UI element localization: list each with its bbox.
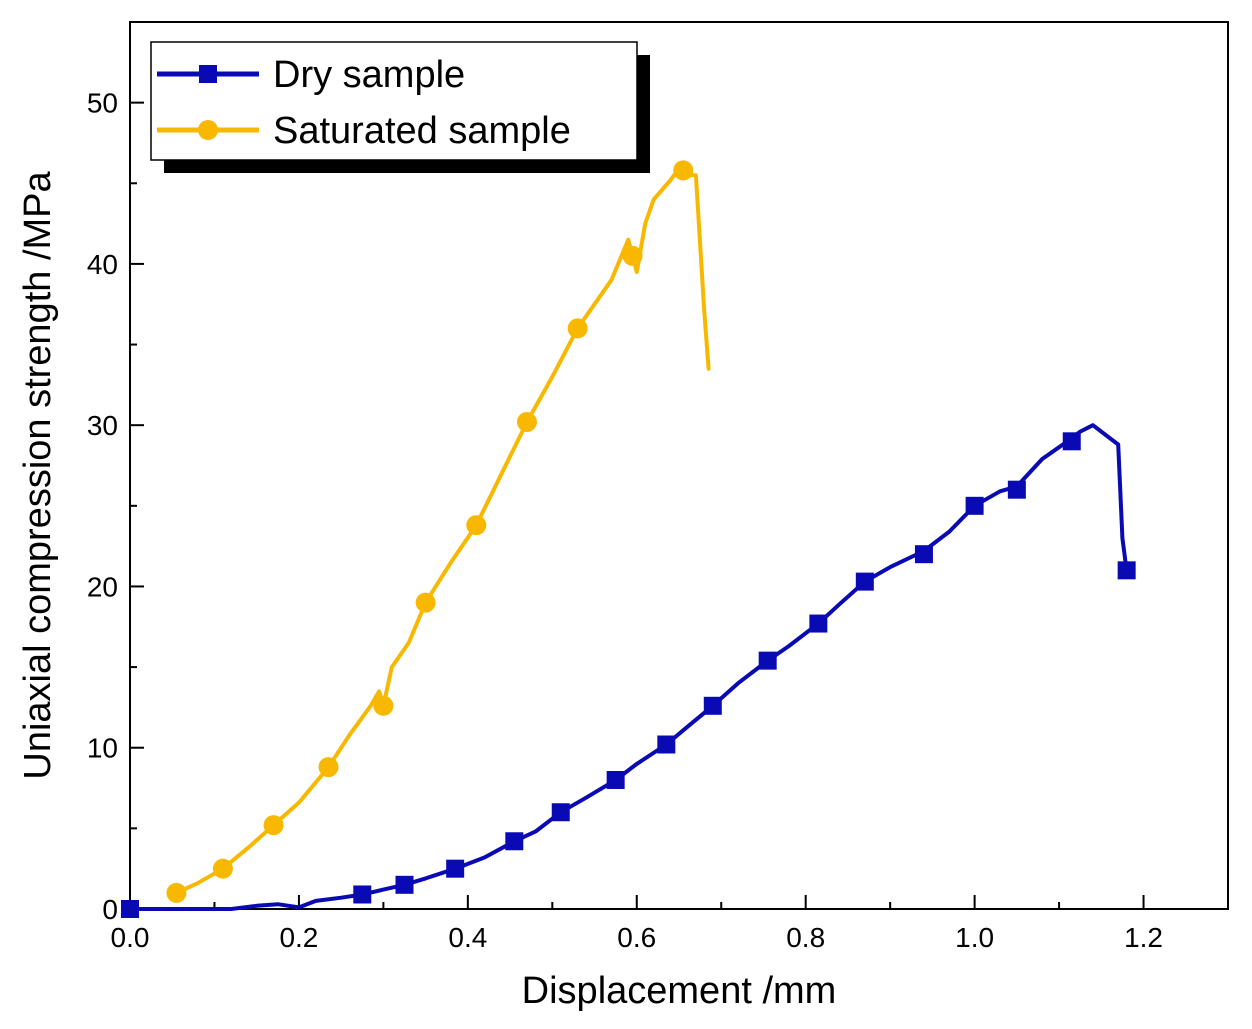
data-point-saturated xyxy=(318,757,339,778)
x-tick-label: 0.4 xyxy=(448,922,487,953)
legend: Dry sample Saturated sample xyxy=(150,41,650,173)
data-point-saturated xyxy=(373,695,394,716)
y-axis-title: Uniaxial compression strength /MPa xyxy=(17,171,59,780)
series-dry xyxy=(121,423,1136,918)
data-point-dry xyxy=(121,900,139,918)
x-axis-title: Displacement /mm xyxy=(522,970,837,1012)
data-point-saturated xyxy=(567,318,588,339)
series-saturated xyxy=(166,160,711,903)
data-point-saturated xyxy=(673,160,694,181)
data-point-saturated xyxy=(622,245,643,266)
series-layer xyxy=(121,160,1136,918)
data-point-dry xyxy=(606,770,625,789)
data-point-saturated xyxy=(466,515,487,536)
data-point-dry xyxy=(395,875,414,894)
series-line-saturated xyxy=(174,160,711,895)
data-point-dry xyxy=(353,885,372,904)
y-tick-label: 40 xyxy=(87,249,118,280)
data-point-dry xyxy=(446,859,465,878)
data-point-dry xyxy=(1117,561,1136,580)
series-line-dry xyxy=(128,423,1129,911)
x-tick-label: 1.2 xyxy=(1124,922,1163,953)
x-tick-label: 0.6 xyxy=(617,922,656,953)
y-tick-label: 20 xyxy=(87,571,118,602)
data-point-dry xyxy=(965,496,984,515)
plot-frame xyxy=(129,21,1229,910)
x-axis: 0.0 0.2 0.4 0.6 0.8 1.0 1.2 xyxy=(111,895,1163,953)
legend-label-dry: Dry sample xyxy=(273,54,465,96)
y-tick-label: 0 xyxy=(102,894,118,925)
y-tick-label: 50 xyxy=(87,88,118,119)
data-point-dry xyxy=(657,735,676,754)
data-point-dry xyxy=(855,572,874,591)
data-point-dry xyxy=(1062,432,1081,451)
data-point-dry xyxy=(505,832,524,851)
y-tick-label: 10 xyxy=(87,733,118,764)
data-point-dry xyxy=(758,651,777,670)
x-tick-label: 0.2 xyxy=(279,922,318,953)
y-tick-label: 30 xyxy=(87,410,118,441)
data-point-dry xyxy=(551,803,570,822)
data-point-saturated xyxy=(415,592,436,613)
legend-marker-dry xyxy=(199,65,217,83)
data-point-saturated xyxy=(516,411,537,432)
data-point-saturated xyxy=(263,815,284,836)
x-tick-label: 1.0 xyxy=(955,922,994,953)
data-point-dry xyxy=(1007,480,1026,499)
data-point-saturated xyxy=(212,858,233,879)
data-point-saturated xyxy=(166,882,187,903)
legend-label-saturated: Saturated sample xyxy=(273,110,571,152)
x-tick-label: 0.0 xyxy=(111,922,150,953)
plot-border xyxy=(129,21,1229,910)
data-point-dry xyxy=(809,614,828,633)
y-axis: 0 10 20 30 40 50 xyxy=(87,88,144,925)
legend-box xyxy=(150,41,638,161)
data-point-dry xyxy=(703,696,722,715)
legend-marker-saturated xyxy=(198,120,218,140)
data-point-dry xyxy=(914,545,933,564)
x-tick-label: 0.8 xyxy=(786,922,825,953)
